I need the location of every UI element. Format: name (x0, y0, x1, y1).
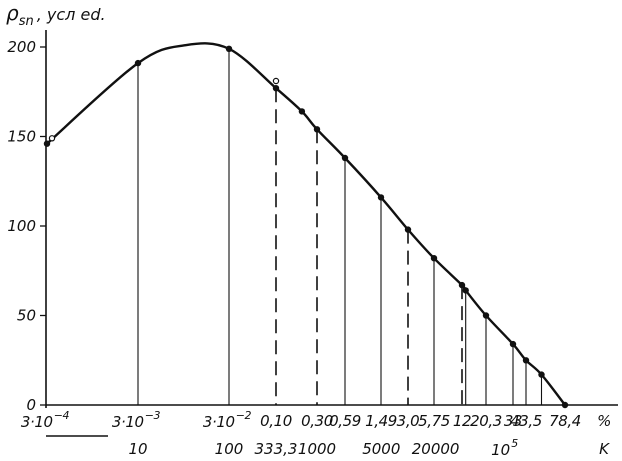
y-tick-label: 150 (7, 128, 36, 146)
percent-tick-label: 3·10−4 (21, 409, 70, 431)
y-tick-label: 0 (26, 396, 36, 414)
data-point (462, 287, 469, 294)
data-point (404, 226, 412, 233)
data-point (43, 140, 51, 147)
percent-tick-label: 3·10−2 (203, 409, 252, 431)
percent-tick-label: 43,5 (510, 412, 542, 430)
data-point (341, 154, 349, 162)
k-tick-label: 20000 (412, 440, 460, 458)
percent-tick-label: 0,59 (329, 412, 361, 430)
k-tick-label: 5000 (362, 440, 400, 458)
y-tick-label: 50 (17, 307, 36, 325)
percent-tick-label: 78,4 (549, 412, 581, 430)
k-tick-label: 333,3 (255, 440, 298, 458)
percent-tick-label: 1,49 (365, 412, 397, 430)
data-point (377, 194, 385, 201)
open-data-point (272, 77, 280, 85)
data-point (134, 59, 142, 67)
open-data-point (48, 135, 56, 142)
data-point (313, 126, 321, 133)
series-line (46, 42, 566, 406)
percent-tick-label: 0,10 (260, 412, 292, 430)
percent-tick-label: 3,0 (397, 412, 420, 430)
k-tick-label: 10 (128, 440, 147, 458)
series (46, 42, 566, 406)
k-tick-label: 105 (491, 437, 518, 459)
axes (45, 30, 618, 437)
axis-titles: ρsn, усл ed. (6, 1, 106, 29)
data-point (509, 340, 517, 348)
data-point (225, 45, 233, 52)
data-point (272, 85, 280, 92)
percent-axis-label: % (597, 412, 611, 430)
data-point (561, 401, 569, 409)
y-axis-title: ρsn, усл ed. (6, 1, 106, 29)
percent-axis-labels: 3·10−4 3·10−3 3·10−2 0,10 0,300,59 1,49 3,05,7… (21, 409, 611, 431)
y-tick-label: 200 (7, 38, 36, 56)
percent-tick-label: 3·10−3 (112, 409, 161, 431)
markers (43, 45, 569, 409)
data-point (458, 281, 466, 289)
data-point (522, 357, 530, 364)
y-ticks: 0 50 100 150 200 (7, 38, 46, 414)
data-point (482, 312, 490, 319)
data-point (430, 255, 438, 262)
data-point (538, 371, 545, 378)
percent-tick-label: 5,75 (418, 412, 450, 430)
percent-tick-label: 12 (453, 412, 471, 430)
y-tick-label: 100 (7, 217, 36, 235)
percent-tick-label: 0,30 (301, 412, 333, 430)
percent-tick-label: 33 (504, 412, 522, 430)
k-tick-label: 100 (215, 440, 244, 458)
k-tick-label: 1000 (298, 440, 336, 458)
droplines (137, 48, 543, 405)
percent-tick-label: 20,3 (470, 412, 502, 430)
data-point (298, 108, 306, 115)
k-axis-label: K (599, 440, 610, 458)
